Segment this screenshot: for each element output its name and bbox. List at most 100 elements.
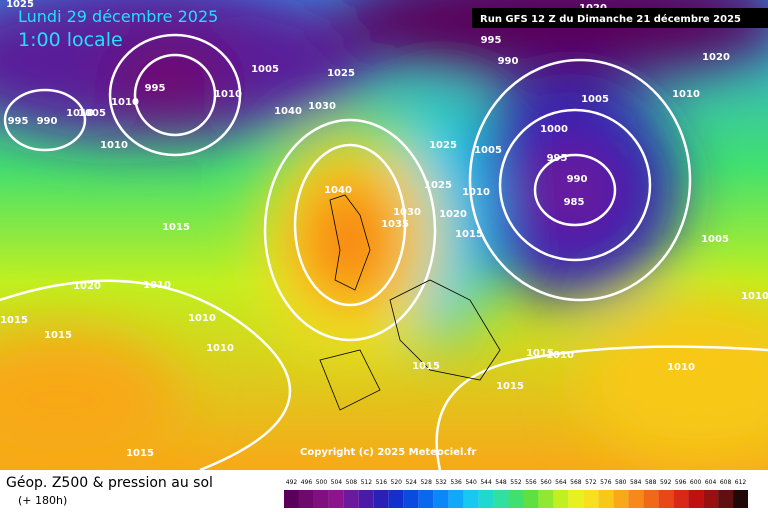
colorbar-label: 576 <box>600 479 612 486</box>
colorbar-label: 608 <box>720 479 732 486</box>
isobar-label: 1010 <box>188 313 216 324</box>
isobar-label: 995 <box>481 35 502 46</box>
colorbar-swatch <box>538 490 554 508</box>
colorbar-swatch <box>658 490 674 508</box>
colorbar-label: 560 <box>540 479 552 486</box>
colorbar-swatch <box>328 490 344 508</box>
isobar-label: 1005 <box>581 94 609 105</box>
footer-lead: (+ 180h) <box>18 494 67 507</box>
isobar-label: 1025 <box>327 68 355 79</box>
isobar-label: 1010 <box>143 280 171 291</box>
colorbar-label: 544 <box>480 479 492 486</box>
colorbar-swatch <box>643 490 659 508</box>
isobar-label: 1030 <box>393 207 421 218</box>
colorbar-swatch <box>733 490 748 508</box>
colorbar-swatch <box>418 490 434 508</box>
isobar-label: 1010 <box>100 140 128 151</box>
colorbar-label: 556 <box>525 479 537 486</box>
isobar-label: 1015 <box>526 348 554 359</box>
isobar-label: 1030 <box>308 101 336 112</box>
colorbar-label: 516 <box>376 479 388 486</box>
colorbar-swatch <box>688 490 704 508</box>
isobar-label: 985 <box>564 197 585 208</box>
isobar-label: 1040 <box>274 106 302 117</box>
isobars <box>0 33 768 472</box>
colorbar-label: 588 <box>645 479 657 486</box>
colorbar-label: 492 <box>286 479 298 486</box>
colorbar-label: 596 <box>675 479 687 486</box>
isobar-label: 1010 <box>672 89 700 100</box>
isobar-label: 1005 <box>701 234 729 245</box>
time: 1:00 locale <box>18 29 123 51</box>
colorbar-label: 564 <box>555 479 567 486</box>
isobar-label: 995 <box>8 116 29 127</box>
colorbar-label: 496 <box>301 479 313 486</box>
colorbar-label: 508 <box>346 479 358 486</box>
colorbar-label: 512 <box>361 479 373 486</box>
copyright: Copyright (c) 2025 Meteociel.fr <box>300 447 477 458</box>
date: Lundi 29 décembre 2025 <box>18 7 218 26</box>
colorbar-swatch <box>568 490 584 508</box>
colorbar-swatch <box>718 490 734 508</box>
isobar-label: 1010 <box>667 362 695 373</box>
colorbar-label: 568 <box>570 479 582 486</box>
colorbar-swatch <box>598 490 614 508</box>
isobar-label: 1035 <box>381 219 409 230</box>
isobar-label: 1020 <box>73 281 101 292</box>
colorbar-swatch <box>493 490 509 508</box>
colorbar-swatch <box>373 490 389 508</box>
isobar-label: 990 <box>37 116 58 127</box>
isobar-label: 1005 <box>78 108 106 119</box>
isobar-label: 1040 <box>324 185 352 196</box>
colorbar-swatch <box>298 490 314 508</box>
colorbar-swatch <box>463 490 479 508</box>
colorbar-label: 524 <box>405 479 417 486</box>
isobar-label: 1005 <box>474 145 502 156</box>
colorbar-swatch <box>358 490 374 508</box>
run-box <box>472 8 768 28</box>
colorbar-label: 612 <box>735 479 747 486</box>
colorbar-swatch <box>553 490 569 508</box>
isobar-label: 1015 <box>44 330 72 341</box>
isobar-label: 1010 <box>206 343 234 354</box>
isobar-label: 1015 <box>162 222 190 233</box>
colorbar-swatch <box>433 490 449 508</box>
colorbar-swatch <box>478 490 494 508</box>
isobar-label: 1015 <box>126 448 154 459</box>
colorbar-label: 504 <box>331 479 343 486</box>
isobar-label: 995 <box>547 153 568 164</box>
isobar-label: 1010 <box>462 187 490 198</box>
colorbar-swatch <box>313 490 329 508</box>
colorbar-label: 552 <box>510 479 522 486</box>
colorbar-swatch <box>508 490 524 508</box>
isobar-label: 1010 <box>741 291 768 302</box>
colorbar-label: 604 <box>705 479 717 486</box>
colorbar-swatch <box>343 490 359 508</box>
colorbar-swatch <box>403 490 419 508</box>
colorbar-label: 592 <box>660 479 672 486</box>
colorbar-swatch <box>703 490 719 508</box>
colorbar-swatch <box>628 490 644 508</box>
colorbar-swatch <box>613 490 629 508</box>
isobar-label: 1015 <box>412 361 440 372</box>
isobar-label: 995 <box>145 83 166 94</box>
colorbar-label: 520 <box>391 479 403 486</box>
isobar-label: 1015 <box>0 315 28 326</box>
isobar-label: 1000 <box>540 124 568 135</box>
isobar-label: 1010 <box>546 350 574 361</box>
isobar-label: 1010 <box>66 108 94 119</box>
isobar-label: 1025 <box>6 0 34 10</box>
colorbar-label: 540 <box>465 479 477 486</box>
colorbar-swatch <box>388 490 404 508</box>
colorbar-swatch <box>448 490 464 508</box>
isobar-label: 990 <box>567 174 588 185</box>
colorbar-swatch <box>284 490 299 508</box>
isobar-label: 1010 <box>214 89 242 100</box>
isobar-label: 1005 <box>251 64 279 75</box>
isobar-label: 1025 <box>429 140 457 151</box>
isobar-label: 1020 <box>702 52 730 63</box>
colorbar-label: 548 <box>495 479 507 486</box>
colorbar-label: 532 <box>435 479 447 486</box>
colorbar-label: 536 <box>450 479 462 486</box>
